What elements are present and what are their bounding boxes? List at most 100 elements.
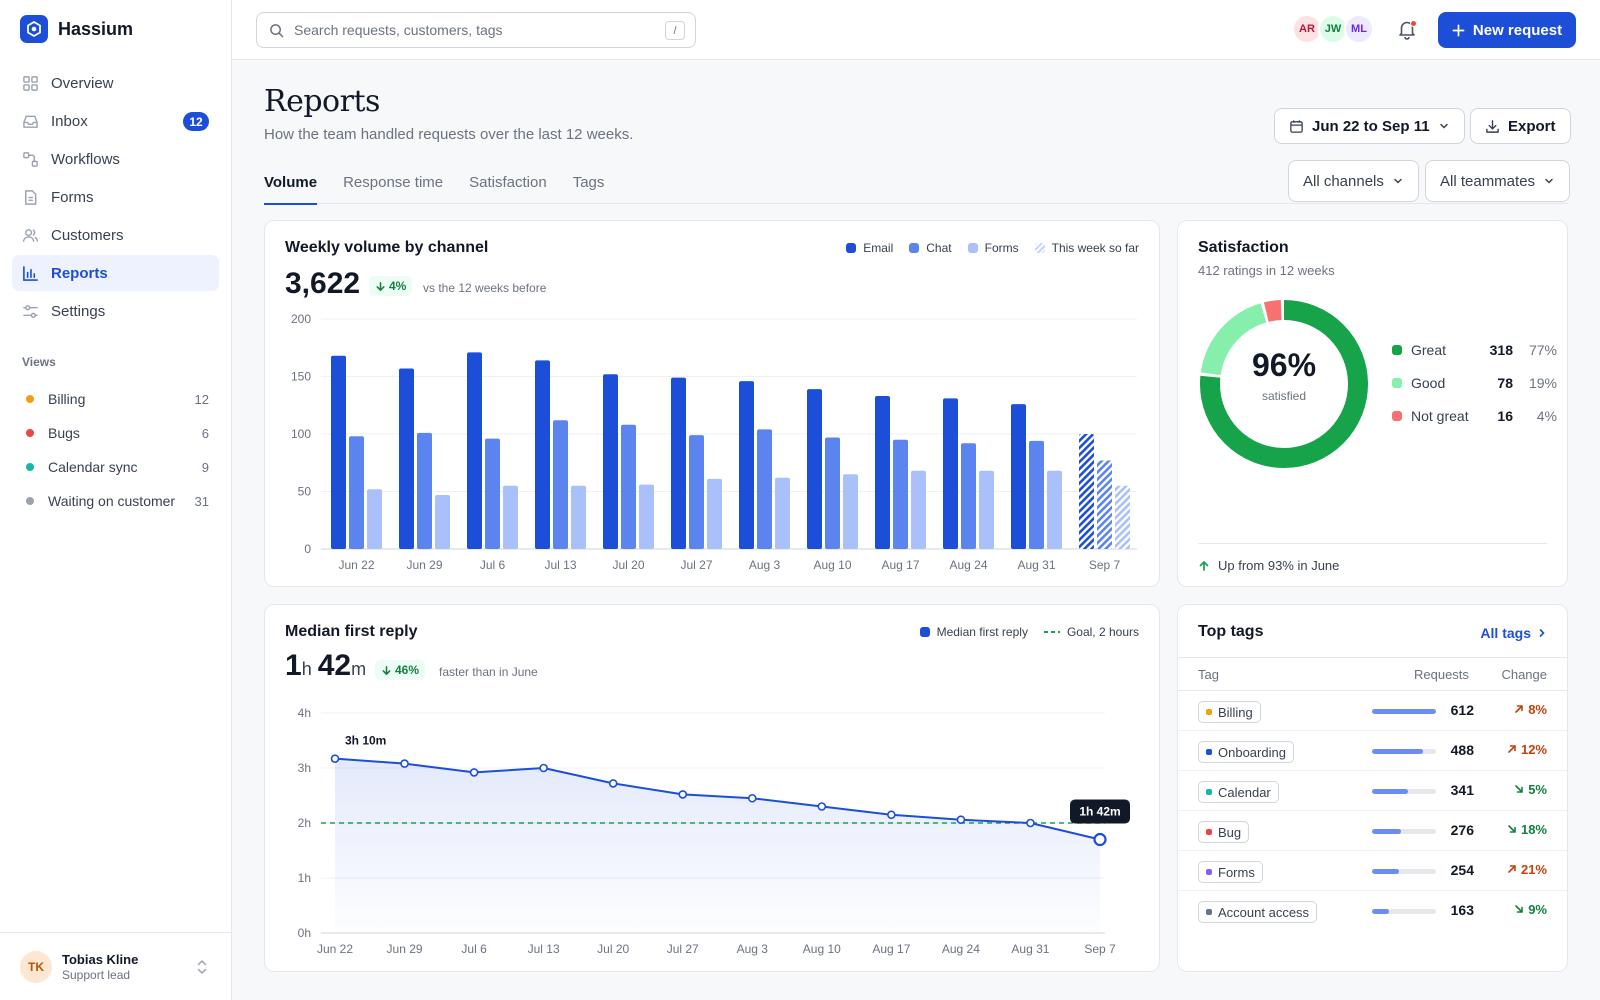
x-tick-label: Jul 13 bbox=[528, 942, 560, 956]
user-role: Support lead bbox=[62, 967, 131, 982]
view-item-billing[interactable]: Billing 12 bbox=[12, 382, 219, 416]
notification-dot bbox=[1410, 20, 1417, 27]
column-header-requests[interactable]: Requests bbox=[1414, 667, 1469, 682]
x-tick-label: Aug 10 bbox=[813, 558, 851, 572]
user-name: Tobias Kline bbox=[62, 951, 139, 967]
table-row[interactable]: Billing 612 8% bbox=[1178, 691, 1567, 731]
table-row[interactable]: Bug 276 18% bbox=[1178, 811, 1567, 851]
view-item-calendar-sync[interactable]: Calendar sync 9 bbox=[12, 450, 219, 484]
legend-label: Goal, 2 hours bbox=[1066, 625, 1139, 639]
view-item-waiting-on-customer[interactable]: Waiting on customer 31 bbox=[12, 484, 219, 518]
bar-forms-jun-29 bbox=[435, 494, 450, 549]
tag-change: 12% bbox=[1507, 742, 1547, 757]
first-point-label: 3h 10m bbox=[345, 734, 386, 748]
tag-change: 9% bbox=[1514, 902, 1547, 917]
sidebar-item-forms[interactable]: Forms bbox=[12, 179, 219, 215]
channel-filter[interactable]: All channels bbox=[1288, 160, 1419, 202]
avatar[interactable]: AR bbox=[1292, 14, 1322, 44]
rating-percent: 19% bbox=[1528, 375, 1557, 391]
tag-label: Forms bbox=[1218, 864, 1255, 880]
sidebar-item-overview[interactable]: Overview bbox=[12, 65, 219, 101]
tag-requests: 276 bbox=[1450, 822, 1474, 838]
search-box[interactable]: / bbox=[256, 12, 696, 48]
legend-item-partial-week: This week so far bbox=[1034, 241, 1139, 255]
weekly-volume-chart: 0 50 100 150 200 Jun 22 Jun 29 Jul 6 Jul 13 Jul 2… bbox=[291, 312, 1137, 572]
tag-requests: 254 bbox=[1450, 862, 1474, 878]
tab-response-time[interactable]: Response time bbox=[343, 174, 444, 191]
search-input[interactable] bbox=[294, 22, 654, 38]
column-header-change[interactable]: Change bbox=[1501, 667, 1547, 682]
avatar[interactable]: JW bbox=[1318, 14, 1348, 44]
tag-requests: 341 bbox=[1450, 782, 1474, 798]
top-tags-card: Top tags All tags Tag Requests Change Bi… bbox=[1177, 604, 1568, 972]
arrow-up-right-icon bbox=[1507, 862, 1517, 877]
export-label: Export bbox=[1508, 117, 1556, 135]
table-row[interactable]: Account access 163 9% bbox=[1178, 891, 1567, 931]
date-range-button[interactable]: Jun 22 to Sep 11 bbox=[1274, 108, 1465, 144]
bar-email-aug-24 bbox=[943, 398, 958, 549]
rating-swatch bbox=[1392, 378, 1402, 388]
channel-filter-label: All channels bbox=[1303, 172, 1384, 190]
tag-pill[interactable]: Account access bbox=[1198, 901, 1318, 923]
sidebar-item-reports[interactable]: Reports bbox=[12, 255, 219, 291]
brand[interactable]: Hassium bbox=[20, 15, 133, 43]
card-title: Top tags bbox=[1198, 623, 1264, 640]
bar-chat-jul-6 bbox=[485, 438, 500, 549]
sidebar-item-settings[interactable]: Settings bbox=[12, 293, 219, 329]
x-tick-label: Jul 20 bbox=[612, 558, 644, 572]
bar-chat-aug-24 bbox=[961, 443, 976, 549]
bar-forms-jul-27 bbox=[707, 478, 722, 549]
tag-color-dot bbox=[1206, 789, 1212, 795]
rating-percent: 77% bbox=[1528, 342, 1557, 358]
sidebar-item-label: Overview bbox=[51, 74, 114, 92]
sidebar-item-inbox[interactable]: Inbox 12 bbox=[12, 103, 219, 139]
export-button[interactable]: Export bbox=[1470, 108, 1571, 144]
tag-pill[interactable]: Forms bbox=[1198, 861, 1263, 883]
arrow-up-right-icon bbox=[1514, 702, 1524, 717]
tag-pill[interactable]: Calendar bbox=[1198, 781, 1279, 803]
table-row[interactable]: Calendar 341 5% bbox=[1178, 771, 1567, 811]
sidebar-item-workflows[interactable]: Workflows bbox=[12, 141, 219, 177]
request-share-fill bbox=[1372, 749, 1424, 754]
new-request-button[interactable]: New request bbox=[1438, 12, 1576, 48]
x-tick-label: Aug 31 bbox=[1017, 558, 1055, 572]
sidebar-item-customers[interactable]: Customers bbox=[12, 217, 219, 253]
tab-satisfaction[interactable]: Satisfaction bbox=[469, 174, 547, 191]
tag-change: 5% bbox=[1514, 782, 1547, 797]
y-tick-label: 0h bbox=[298, 926, 311, 940]
bar-forms-aug-3 bbox=[775, 477, 790, 549]
table-row[interactable]: Forms 254 21% bbox=[1178, 851, 1567, 891]
bar-email-aug-3 bbox=[739, 381, 754, 549]
hours-value: 1 bbox=[285, 649, 302, 682]
legend-swatch bbox=[1034, 243, 1045, 253]
teammate-filter[interactable]: All teammates bbox=[1425, 160, 1571, 202]
tab-tags[interactable]: Tags bbox=[572, 174, 605, 191]
table-row[interactable]: Onboarding 488 12% bbox=[1178, 731, 1567, 771]
tag-pill[interactable]: Onboarding bbox=[1198, 741, 1294, 763]
bar-chat-jun-29 bbox=[417, 432, 432, 549]
arrow-down-right-icon bbox=[1507, 822, 1517, 837]
legend-swatch bbox=[967, 243, 978, 253]
chevron-right-icon bbox=[1539, 629, 1545, 637]
request-share-fill bbox=[1372, 909, 1390, 914]
tag-pill[interactable]: Bug bbox=[1198, 821, 1250, 843]
user-menu[interactable]: TK Tobias Kline Support lead bbox=[0, 932, 231, 1000]
report-tabs: Volume Response time Satisfaction Tags bbox=[264, 163, 1568, 205]
delta-note: vs the 12 weeks before bbox=[423, 281, 547, 295]
tag-pill[interactable]: Billing bbox=[1198, 701, 1261, 723]
arrow-down-right-icon bbox=[1514, 782, 1524, 797]
bar-email-aug-17 bbox=[875, 396, 890, 549]
sidebar-item-label: Forms bbox=[51, 188, 94, 206]
view-label: Calendar sync bbox=[48, 459, 138, 475]
bell-icon[interactable] bbox=[1396, 18, 1418, 40]
bar-chat-aug-10 bbox=[825, 437, 840, 549]
view-count: 31 bbox=[194, 493, 209, 509]
x-tick-label: Jun 29 bbox=[387, 942, 423, 956]
x-tick-label: Jul 27 bbox=[680, 558, 712, 572]
data-point-jun-22 bbox=[330, 754, 340, 763]
all-tags-link[interactable]: All tags bbox=[1480, 625, 1547, 641]
avatar[interactable]: ML bbox=[1344, 14, 1374, 44]
view-item-bugs[interactable]: Bugs 6 bbox=[12, 416, 219, 450]
legend-label: Median first reply bbox=[936, 625, 1028, 639]
tab-volume[interactable]: Volume bbox=[264, 163, 318, 205]
